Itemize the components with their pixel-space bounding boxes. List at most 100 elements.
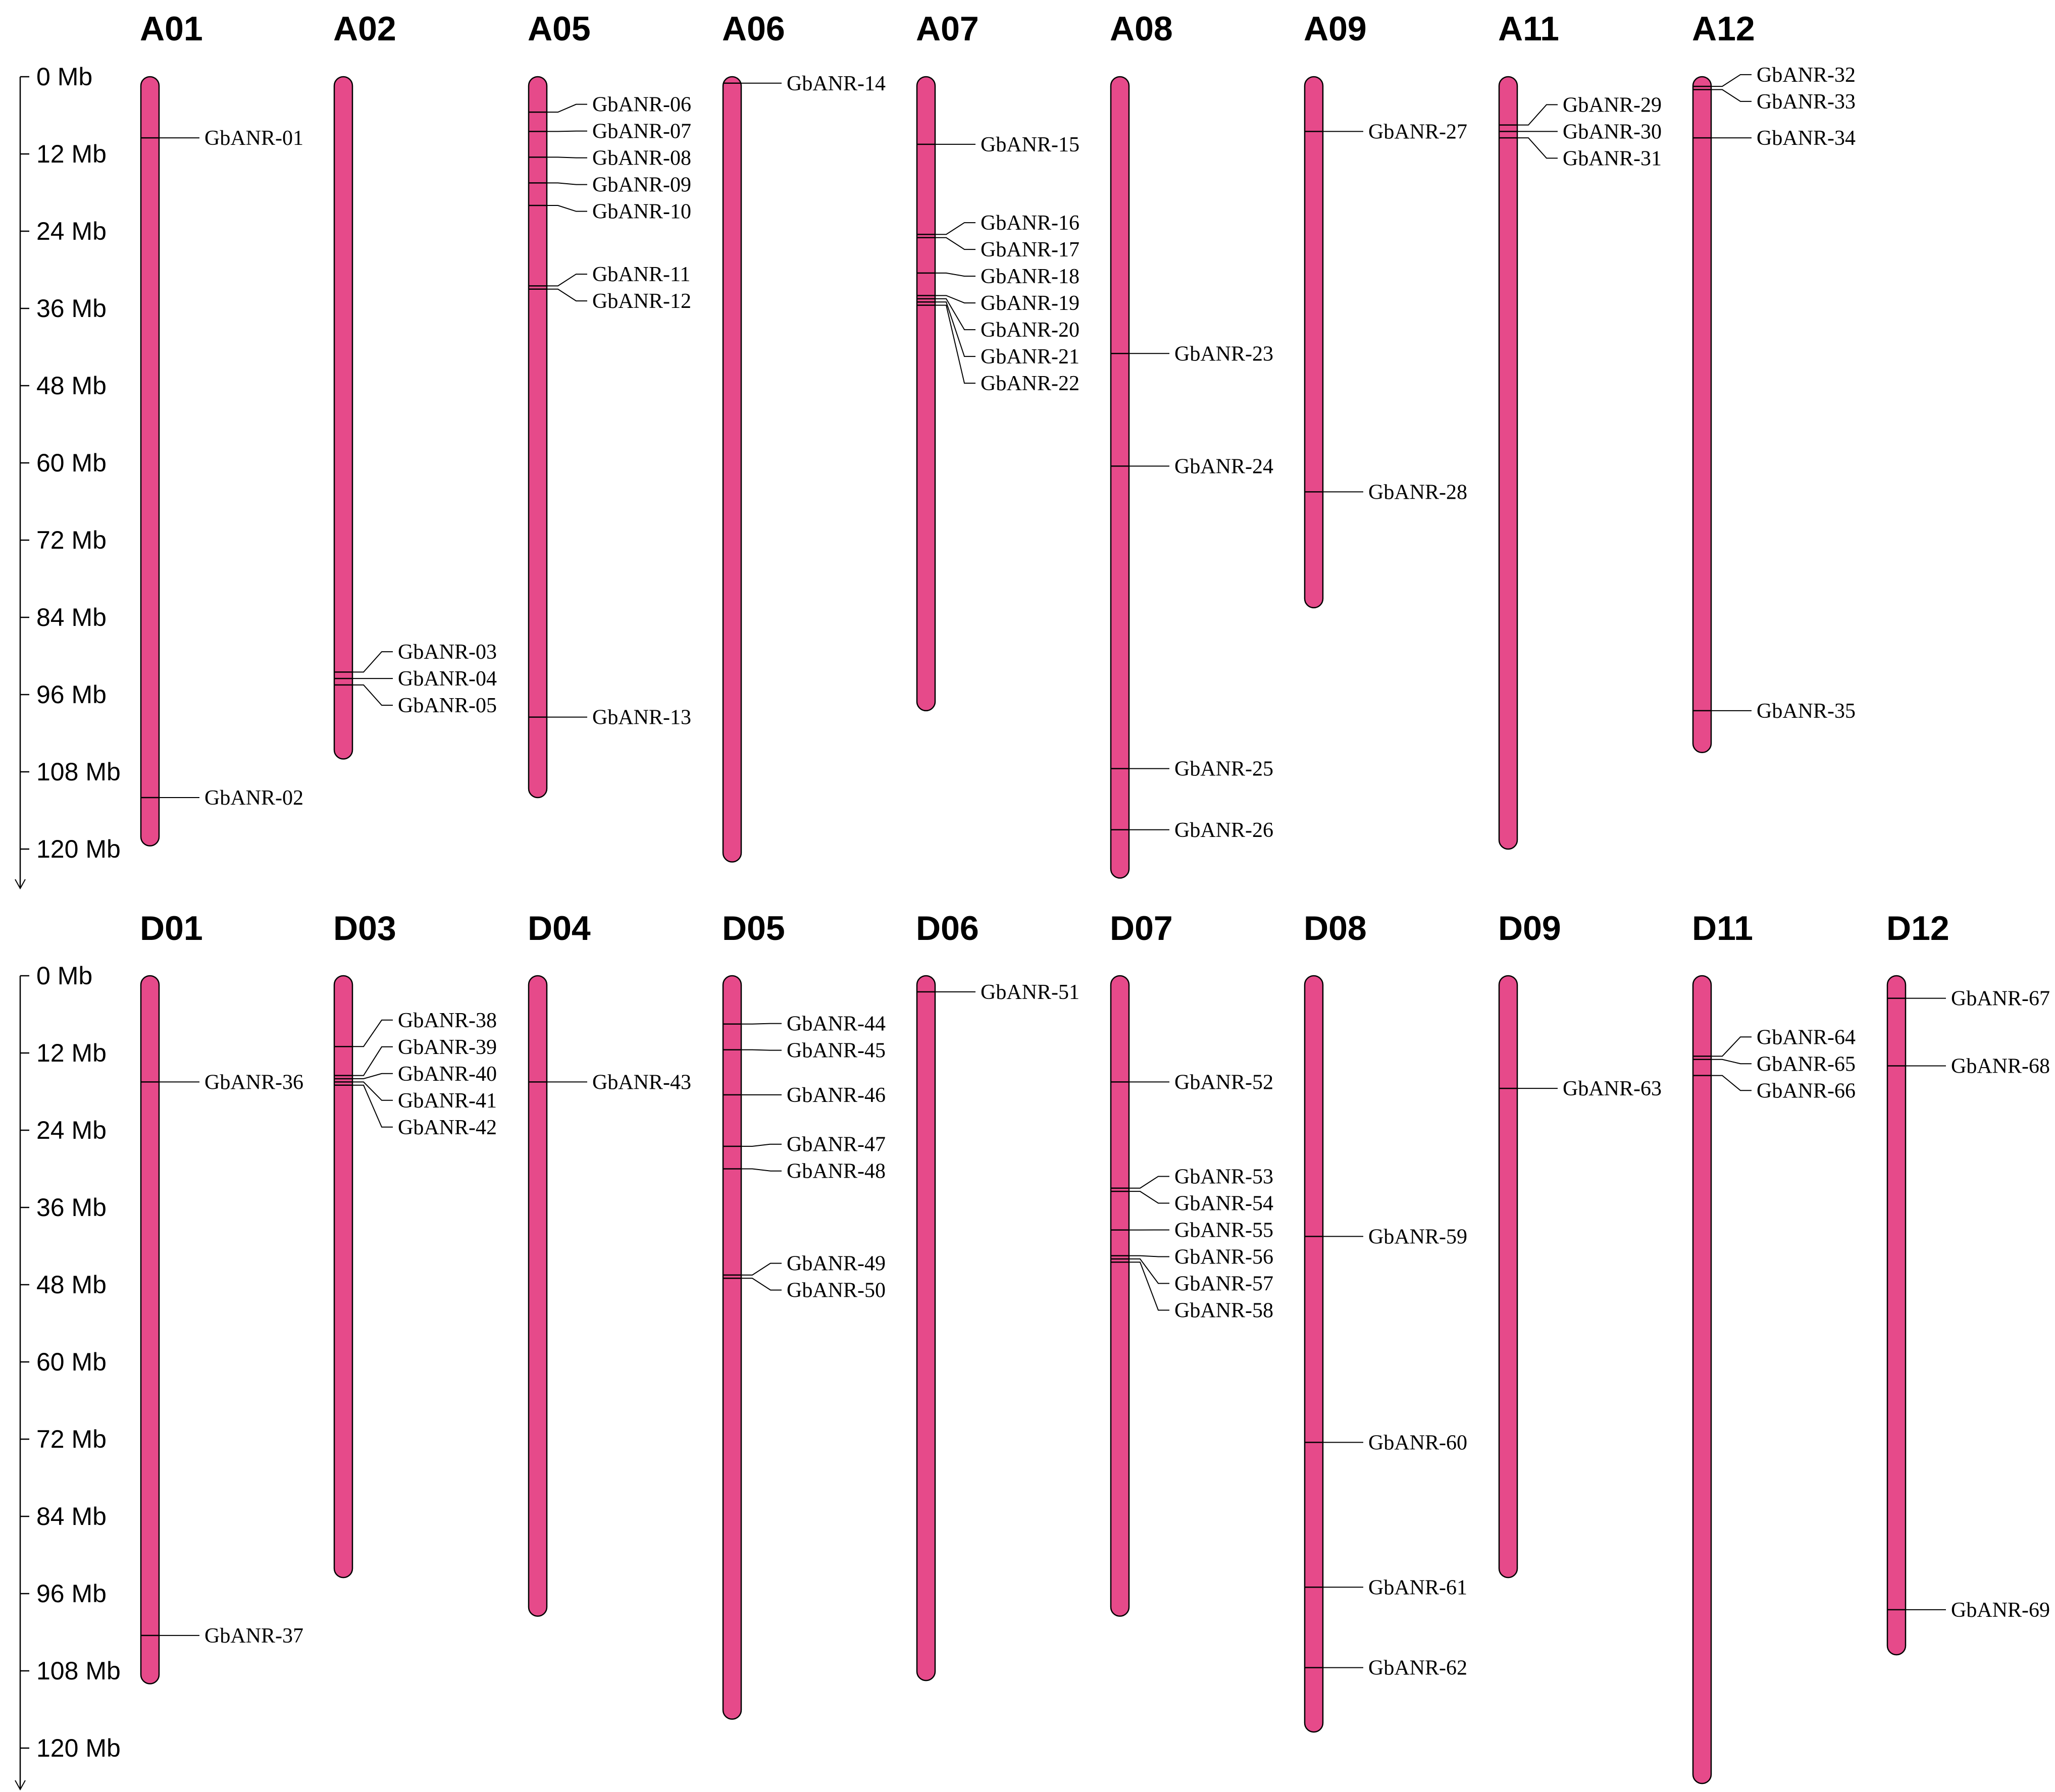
gene-label: GbANR-61 xyxy=(1368,1576,1467,1599)
gene-marker: GbANR-66 xyxy=(1693,1075,1856,1102)
chromosome-bar xyxy=(333,76,353,760)
gene-leader-line xyxy=(935,298,975,331)
gene-label: GbANR-66 xyxy=(1757,1079,1856,1102)
gene-label: GbANR-11 xyxy=(592,263,690,286)
gene-leader-line xyxy=(1711,1036,1752,1057)
gene-leader-line xyxy=(1129,1176,1169,1189)
gene-leader-line xyxy=(352,1084,393,1128)
gene-label: GbANR-53 xyxy=(1174,1165,1273,1188)
chromosome-d12: D12 GbANR-67 GbANR-68 GbANR-69 xyxy=(1886,909,2050,1656)
gene-marker: GbANR-17 xyxy=(917,237,1080,261)
gene-marker: GbANR-20 xyxy=(917,298,1080,342)
gene-marker: GbANR-61 xyxy=(1305,1576,1467,1599)
chromosome-label: A06 xyxy=(722,10,785,48)
gene-marker: GbANR-50 xyxy=(723,1278,886,1302)
gene-marker: GbANR-10 xyxy=(529,200,691,224)
gene-marker: GbANR-09 xyxy=(529,174,691,197)
gene-marker: GbANR-43 xyxy=(529,1071,691,1094)
gene-marker: GbANR-60 xyxy=(1305,1431,1467,1454)
axis-tick-label: 24 Mb xyxy=(36,1116,107,1144)
gene-marker: GbANR-23 xyxy=(1111,342,1273,365)
gene-leader-line xyxy=(741,1262,782,1276)
gene-label: GbANR-32 xyxy=(1757,64,1856,87)
gene-label: GbANR-63 xyxy=(1563,1077,1662,1100)
gene-marker: GbANR-01 xyxy=(141,127,303,150)
gene-leader-line xyxy=(1711,1075,1752,1091)
axis-tick-label: 84 Mb xyxy=(36,1502,107,1531)
gene-marker: GbANR-36 xyxy=(141,1071,303,1094)
gene-label: GbANR-46 xyxy=(787,1084,886,1107)
gene-label: GbANR-20 xyxy=(981,319,1080,342)
chromosome-label: D11 xyxy=(1692,909,1753,947)
gene-marker: GbANR-56 xyxy=(1111,1245,1273,1269)
chromosome-label: D09 xyxy=(1498,909,1561,947)
gene-label: GbANR-19 xyxy=(981,292,1080,315)
chromosome-bar xyxy=(1692,76,1712,753)
axis-tick-label: 96 Mb xyxy=(36,680,107,709)
gene-label: GbANR-47 xyxy=(787,1133,886,1156)
gene-marker: GbANR-24 xyxy=(1111,455,1273,478)
chromosome-bar xyxy=(140,975,160,1684)
chromosome-label: A07 xyxy=(916,10,979,48)
gene-leader-line xyxy=(352,1081,393,1101)
axis-tick-label: 12 Mb xyxy=(36,140,107,168)
gene-marker: GbANR-42 xyxy=(334,1084,497,1139)
gene-marker: GbANR-11 xyxy=(529,263,690,287)
chromosome-label: A09 xyxy=(1304,10,1367,48)
axis-arrow xyxy=(15,879,26,890)
chromosome-bar xyxy=(1886,975,1907,1656)
chromosome-bar xyxy=(722,975,742,1720)
gene-marker: GbANR-38 xyxy=(334,1009,497,1047)
gene-marker: GbANR-55 xyxy=(1111,1219,1273,1242)
gene-label: GbANR-58 xyxy=(1174,1299,1273,1322)
gene-marker: GbANR-12 xyxy=(529,288,691,313)
axis-tick-label: 12 Mb xyxy=(36,1039,107,1067)
gene-marker: GbANR-62 xyxy=(1305,1657,1467,1680)
chromosome-label: D03 xyxy=(333,909,396,947)
gene-label: GbANR-23 xyxy=(1174,342,1273,365)
axis-tick-label: 96 Mb xyxy=(36,1579,107,1608)
chromosome-bar xyxy=(1304,975,1324,1733)
gene-leader-line xyxy=(1711,89,1752,102)
gene-marker: GbANR-03 xyxy=(334,641,497,673)
gene-marker: GbANR-67 xyxy=(1887,987,2050,1011)
gene-label: GbANR-15 xyxy=(981,133,1080,156)
chromosome-label: A05 xyxy=(528,10,591,48)
chromosome-d11: D11 GbANR-64 GbANR-65 GbANR-66 xyxy=(1692,909,1856,1784)
gene-label: GbANR-35 xyxy=(1757,700,1856,723)
gene-label: GbANR-69 xyxy=(1951,1599,2050,1622)
gene-marker: GbANR-31 xyxy=(1499,137,1662,170)
gene-label: GbANR-29 xyxy=(1563,93,1662,117)
chromosome-label: D06 xyxy=(916,909,979,947)
gene-leader-line xyxy=(547,103,587,113)
chromosome-label: D05 xyxy=(722,909,785,947)
gene-leader-line xyxy=(1711,74,1752,87)
gene-marker: GbANR-64 xyxy=(1693,1026,1856,1057)
gene-leader-line xyxy=(547,288,587,302)
chromosome-d07: D07 GbANR-52 GbANR-53 GbANR-54 GbANR-55 GbANR… xyxy=(1110,909,1273,1617)
chromosome-bar xyxy=(722,76,742,863)
gene-marker: GbANR-40 xyxy=(334,1063,497,1086)
gene-label: GbANR-37 xyxy=(204,1624,303,1648)
gene-label: GbANR-14 xyxy=(787,72,886,95)
axis-a: 0 Mb 12 Mb 24 Mb 36 Mb 48 Mb 60 Mb 72 Mb 84 Mb 9… xyxy=(15,63,121,890)
axis-arrow xyxy=(15,1780,26,1791)
gene-marker: GbANR-27 xyxy=(1305,120,1467,143)
gene-leader-line xyxy=(1711,1059,1752,1065)
gene-marker: GbANR-51 xyxy=(917,981,1080,1004)
gene-leader-line xyxy=(935,304,975,384)
gene-marker: GbANR-33 xyxy=(1693,89,1856,114)
gene-marker: GbANR-37 xyxy=(141,1624,303,1648)
axis-tick-label: 0 Mb xyxy=(36,962,92,990)
gene-label: GbANR-33 xyxy=(1757,90,1856,114)
gene-marker: GbANR-68 xyxy=(1887,1055,2050,1078)
gene-marker: GbANR-44 xyxy=(723,1013,886,1036)
gene-label: GbANR-60 xyxy=(1368,1431,1467,1454)
axis-tick-label: 60 Mb xyxy=(36,1348,107,1376)
gene-marker: GbANR-18 xyxy=(917,265,1080,288)
gene-label: GbANR-02 xyxy=(204,786,303,810)
gene-marker: GbANR-41 xyxy=(334,1081,497,1113)
axis-tick-label: 120 Mb xyxy=(36,835,121,863)
gene-leader-line xyxy=(1517,104,1558,126)
